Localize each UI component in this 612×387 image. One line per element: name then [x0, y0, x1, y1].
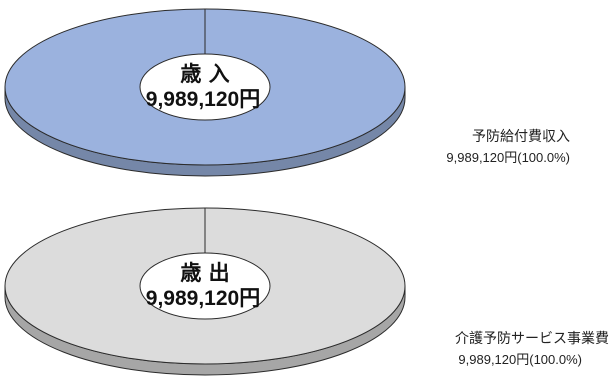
expenditure-center-title: 歳 出: [180, 261, 229, 285]
expenditure-slice-value: 9,989,120円(100.0%): [458, 352, 582, 367]
revenue-center-title: 歳 入: [180, 62, 229, 86]
expenditure-donut-hole: [139, 252, 271, 320]
expenditure-slice-label: 介護予防サービス事業費: [455, 331, 609, 347]
expenditure-donut-chart: 歳 出 9,989,120円 介護予防サービス事業費 9,989,120円(10…: [4, 207, 609, 376]
expenditure-center-value: 9,989,120円: [146, 287, 260, 310]
revenue-slice-label: 予防給付費収入: [472, 129, 570, 145]
revenue-donut-hole: [139, 53, 271, 121]
revenue-slice-value: 9,989,120円(100.0%): [446, 150, 570, 165]
revenue-center-value: 9,989,120円: [146, 88, 260, 111]
revenue-donut-chart: 歳 入 9,989,120円 予防給付費収入 9,989,120円(100.0%…: [4, 8, 570, 177]
